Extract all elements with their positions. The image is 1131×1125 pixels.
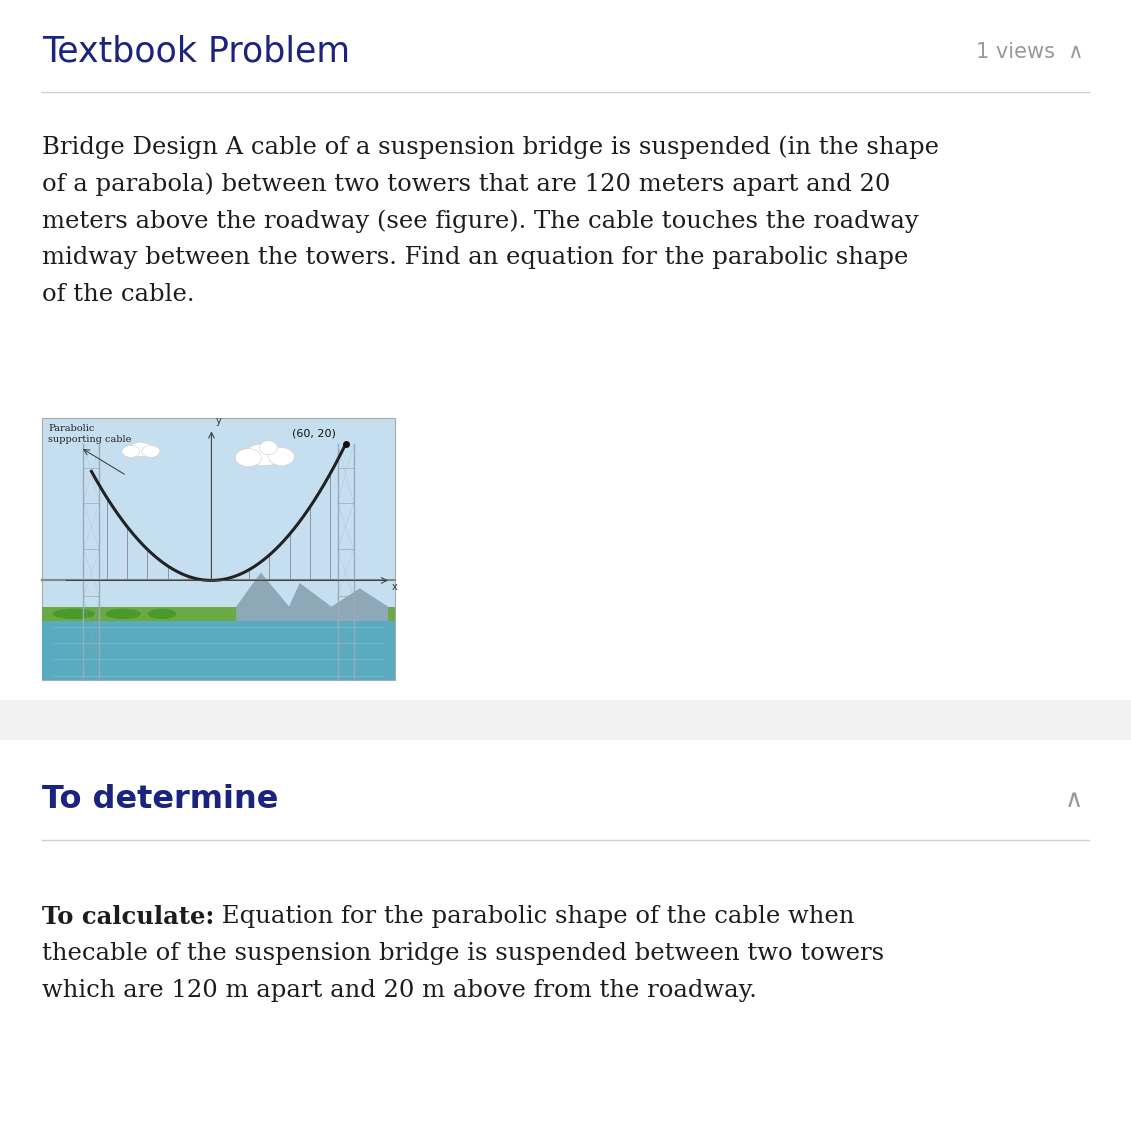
Bar [0,700,1131,740]
Ellipse shape [268,448,294,466]
Text: Parabolic: Parabolic [48,424,94,433]
Text: thecable of the suspension bridge is suspended between two towers: thecable of the suspension bridge is sus… [42,942,884,965]
Text: To calculate:: To calculate: [42,904,215,929]
Text: 1 views  ∧: 1 views ∧ [976,42,1083,62]
Bar [42,606,395,680]
Text: meters above the roadway (see figure). The cable touches the roadway: meters above the roadway (see figure). T… [42,209,918,233]
Text: which are 120 m apart and 20 m above from the roadway.: which are 120 m apart and 20 m above fro… [42,979,757,1002]
Bar [42,606,395,621]
Text: (60, 20): (60, 20) [292,429,336,439]
Text: of a parabola) between two towers that are 120 meters apart and 20: of a parabola) between two towers that a… [42,172,890,196]
Ellipse shape [105,609,141,619]
Text: To determine: To determine [42,784,278,816]
Bar [42,418,395,680]
Text: y: y [215,416,222,426]
Text: of the cable.: of the cable. [42,284,195,306]
Ellipse shape [128,442,154,457]
Text: Equation for the parabolic shape of the cable when: Equation for the parabolic shape of the … [215,904,855,928]
Ellipse shape [52,609,95,619]
Ellipse shape [122,446,140,458]
Ellipse shape [244,443,284,466]
Text: x: x [392,583,398,593]
Text: Textbook Problem: Textbook Problem [42,35,351,69]
Text: Bridge Design A cable of a suspension bridge is suspended (in the shape: Bridge Design A cable of a suspension br… [42,135,939,159]
Ellipse shape [148,609,176,619]
Ellipse shape [259,441,277,454]
Text: ∧: ∧ [1064,788,1083,812]
Ellipse shape [235,449,261,467]
Polygon shape [236,573,388,621]
Text: supporting cable: supporting cable [48,435,131,444]
Ellipse shape [141,446,159,458]
Text: midway between the towers. Find an equation for the parabolic shape: midway between the towers. Find an equat… [42,246,908,269]
